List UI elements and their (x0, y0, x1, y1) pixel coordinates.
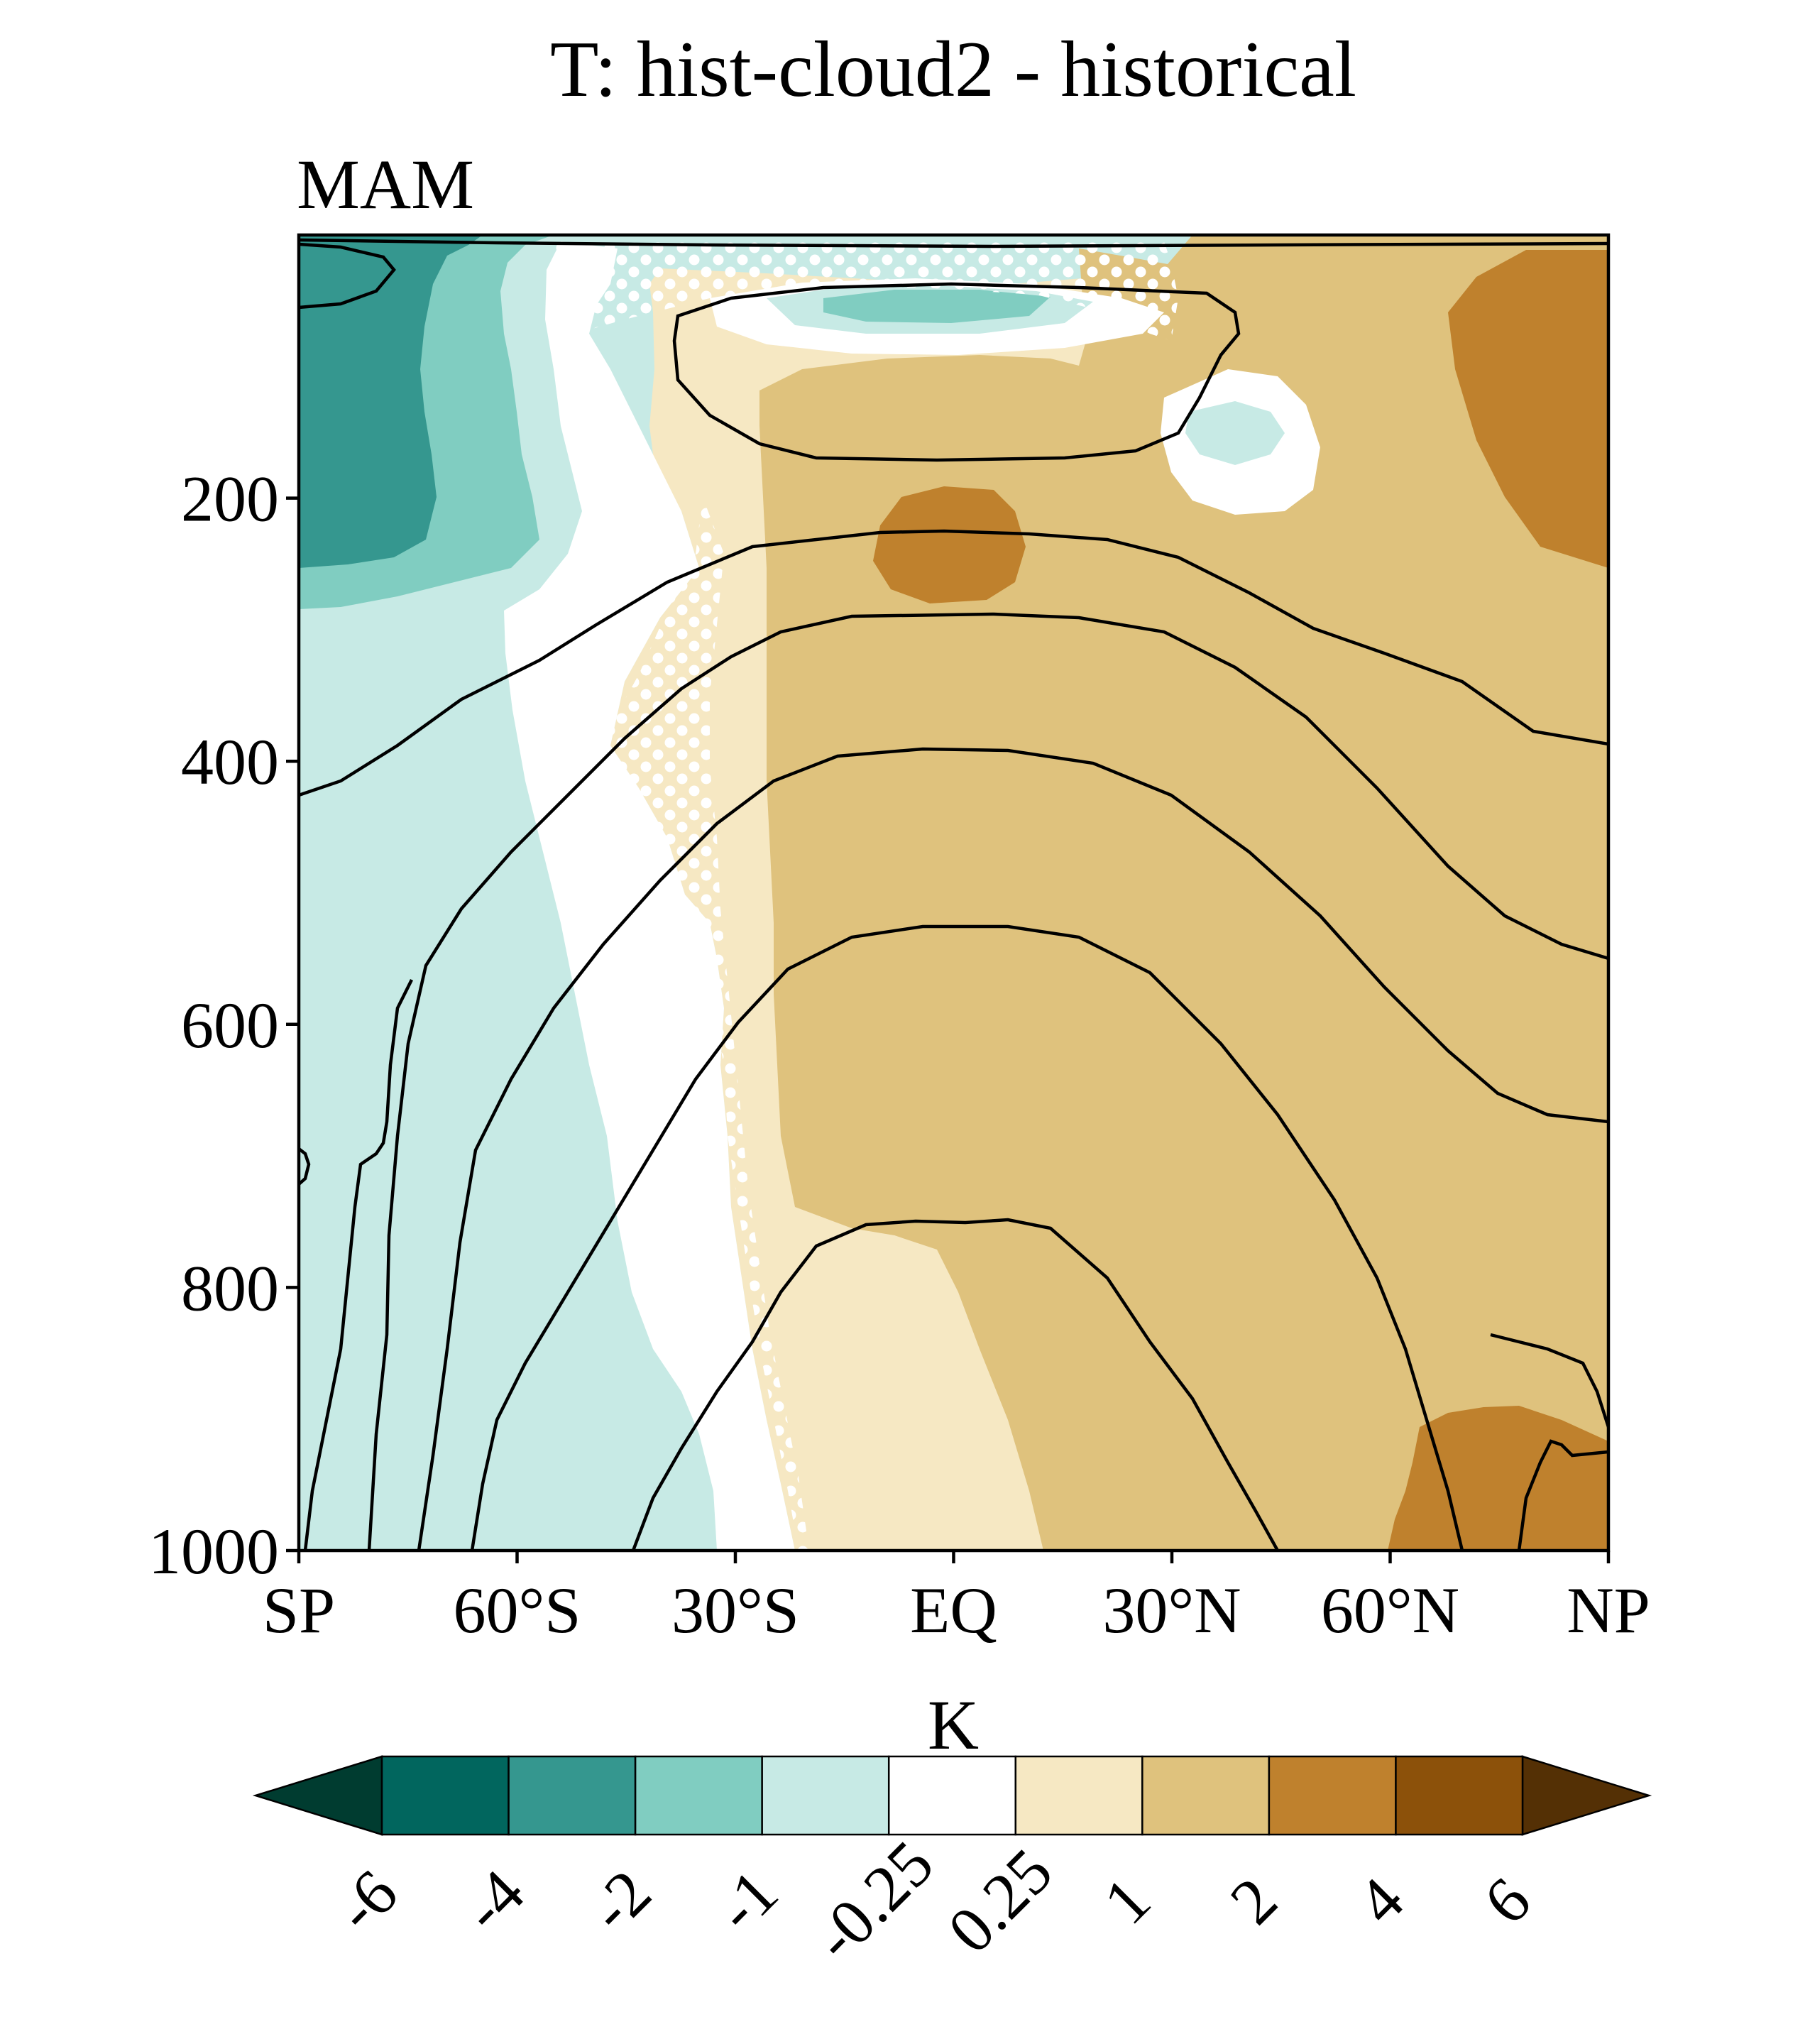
colorbar: -6 -4 -2 -1 -0.250.25 1 2 4 6 (252, 1755, 1652, 1974)
contour-level-2 (367, 612, 1608, 1551)
colorbar-swatch (887, 1755, 1017, 1836)
colorbar-level-label: 4 (1343, 1864, 1417, 1938)
contour-strat-tropical-loop (672, 282, 1241, 462)
x-tick-label: 60°N (1321, 1574, 1459, 1646)
colorbar-level-label: -0.25 (799, 1827, 947, 1974)
field-level-neg4-to-neg2 (299, 235, 483, 568)
colorbar-swatch (634, 1755, 763, 1836)
field-level-trop-strat-cool-core (823, 290, 1051, 323)
colorbar-level-label: 0.25 (934, 1835, 1066, 1967)
contour-np-surface (1517, 1439, 1608, 1551)
colorbar-swatch (761, 1755, 890, 1836)
colorbar-swatch (1141, 1755, 1271, 1836)
contour-sh-surface-2 (303, 978, 414, 1551)
y-axis: 200 400 600 800 1000 (148, 463, 299, 1587)
colorbar-level-label: -1 (702, 1856, 791, 1945)
y-tick-label: 1000 (148, 1515, 279, 1587)
field-level-neg1-core-nh (1185, 401, 1285, 465)
contour-level-4 (470, 924, 1464, 1551)
field-level-2-to-4-np-surface (1388, 1406, 1608, 1551)
field-level-2-to-4-np-upper (1448, 250, 1608, 568)
y-tick-label: 600 (181, 989, 279, 1061)
colorbar-level-label: 6 (1470, 1864, 1545, 1938)
contour-tropopause-top (299, 238, 1608, 248)
significance-stipple-tropical (603, 497, 809, 1551)
significance-stipple-upper (554, 241, 1178, 341)
contour-sh-polar-upper (299, 242, 396, 310)
y-tick-label: 200 (181, 463, 279, 535)
x-tick-label: EQ (910, 1574, 997, 1646)
plot-field (299, 235, 1608, 1551)
contour-sh-surface-1 (299, 1147, 311, 1186)
chart-subtitle: MAM (297, 145, 474, 224)
colorbar-swatch (1395, 1755, 1524, 1836)
colorbar-level-label: 1 (1090, 1864, 1164, 1938)
y-tick-label: 400 (181, 726, 279, 798)
x-tick-label: SP (263, 1574, 335, 1646)
x-tick-label: NP (1567, 1574, 1650, 1646)
contour-level-3 (417, 747, 1608, 1551)
colorbar-swatch (1268, 1755, 1397, 1836)
colorbar-under-triangle (252, 1755, 383, 1836)
contour-np-lower (1490, 1333, 1608, 1428)
field-level-neg1-to-neg0p25 (299, 235, 1192, 1551)
colorbar-level-label: 2 (1217, 1864, 1291, 1938)
colorbar-swatch (1014, 1755, 1143, 1836)
field-level-neg0p25-to-0p25 (504, 241, 795, 1551)
colorbar-level-label: -4 (448, 1856, 537, 1945)
field-level-2-to-4-tropics (873, 486, 1026, 603)
x-axis: SP 60°S 30°S EQ 30°N 60°N NP (263, 1551, 1650, 1646)
colorbar-level-label: -6 (322, 1856, 411, 1945)
climatology-contours (299, 238, 1608, 1551)
colorbar-level-label: -2 (575, 1856, 664, 1945)
y-tick-label: 800 (181, 1252, 279, 1324)
colorbar-swatch (380, 1755, 510, 1836)
colorbar-unit-label: K (928, 1685, 979, 1764)
x-tick-label: 30°N (1102, 1574, 1241, 1646)
colorbar-over-triangle (1521, 1755, 1652, 1836)
x-tick-label: 30°S (671, 1574, 799, 1646)
contour-level-1 (299, 529, 1608, 797)
chart-title: T: hist-cloud2 - historical (550, 26, 1356, 114)
contour-level-5 (631, 1218, 1279, 1551)
field-level-0p25-to-1-inset (873, 1235, 1015, 1551)
colorbar-swatch (508, 1755, 637, 1836)
x-tick-label: 60°S (454, 1574, 581, 1646)
